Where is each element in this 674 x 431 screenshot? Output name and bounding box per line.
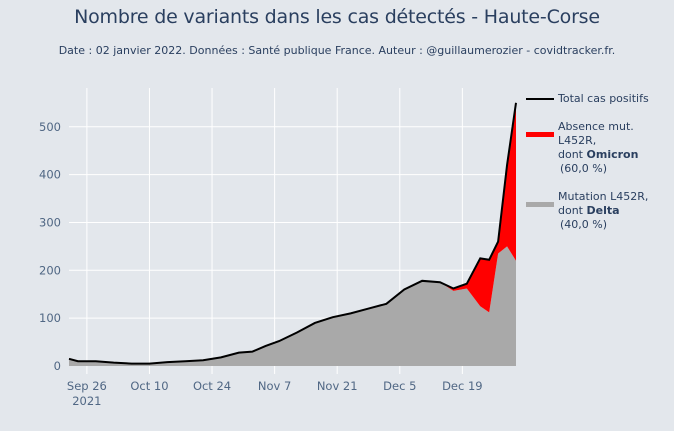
legend-red-swatch <box>526 132 554 137</box>
legend-grey-swatch <box>526 202 554 207</box>
svg-text:Dec 5: Dec 5 <box>383 379 416 393</box>
total-line <box>68 102 517 365</box>
delta-area <box>69 246 516 366</box>
legend-item-total[interactable]: Total cas positifs <box>524 92 674 106</box>
svg-text:Sep 26: Sep 26 <box>67 379 107 393</box>
svg-text:100: 100 <box>39 311 61 325</box>
svg-text:Nov 21: Nov 21 <box>317 379 358 393</box>
svg-text:200: 200 <box>39 263 61 277</box>
y-axis-ticks: 0 100 200 300 400 500 <box>39 120 61 373</box>
svg-text:Dec 19: Dec 19 <box>442 379 483 393</box>
svg-text:500: 500 <box>39 120 61 134</box>
chart-title: Nombre de variants dans les cas détectés… <box>74 6 600 28</box>
svg-text:300: 300 <box>39 215 61 229</box>
svg-text:Oct 24: Oct 24 <box>193 379 231 393</box>
legend: Total cas positifs Absence mut. L452R, d… <box>524 92 674 246</box>
svg-text:0: 0 <box>54 359 61 373</box>
svg-text:2021: 2021 <box>72 394 101 408</box>
svg-text:Nov 7: Nov 7 <box>258 379 291 393</box>
legend-item-omicron[interactable]: Absence mut. L452R, dont Omicron (60,0 %… <box>524 120 674 176</box>
legend-item-delta[interactable]: Mutation L452R, dont Delta (40,0 %) <box>524 190 674 232</box>
chart-subtitle: Date : 02 janvier 2022. Données : Santé … <box>58 44 616 57</box>
svg-text:400: 400 <box>39 168 61 182</box>
legend-line-swatch <box>526 98 554 100</box>
gridlines <box>69 88 512 374</box>
svg-text:Oct 10: Oct 10 <box>130 379 168 393</box>
